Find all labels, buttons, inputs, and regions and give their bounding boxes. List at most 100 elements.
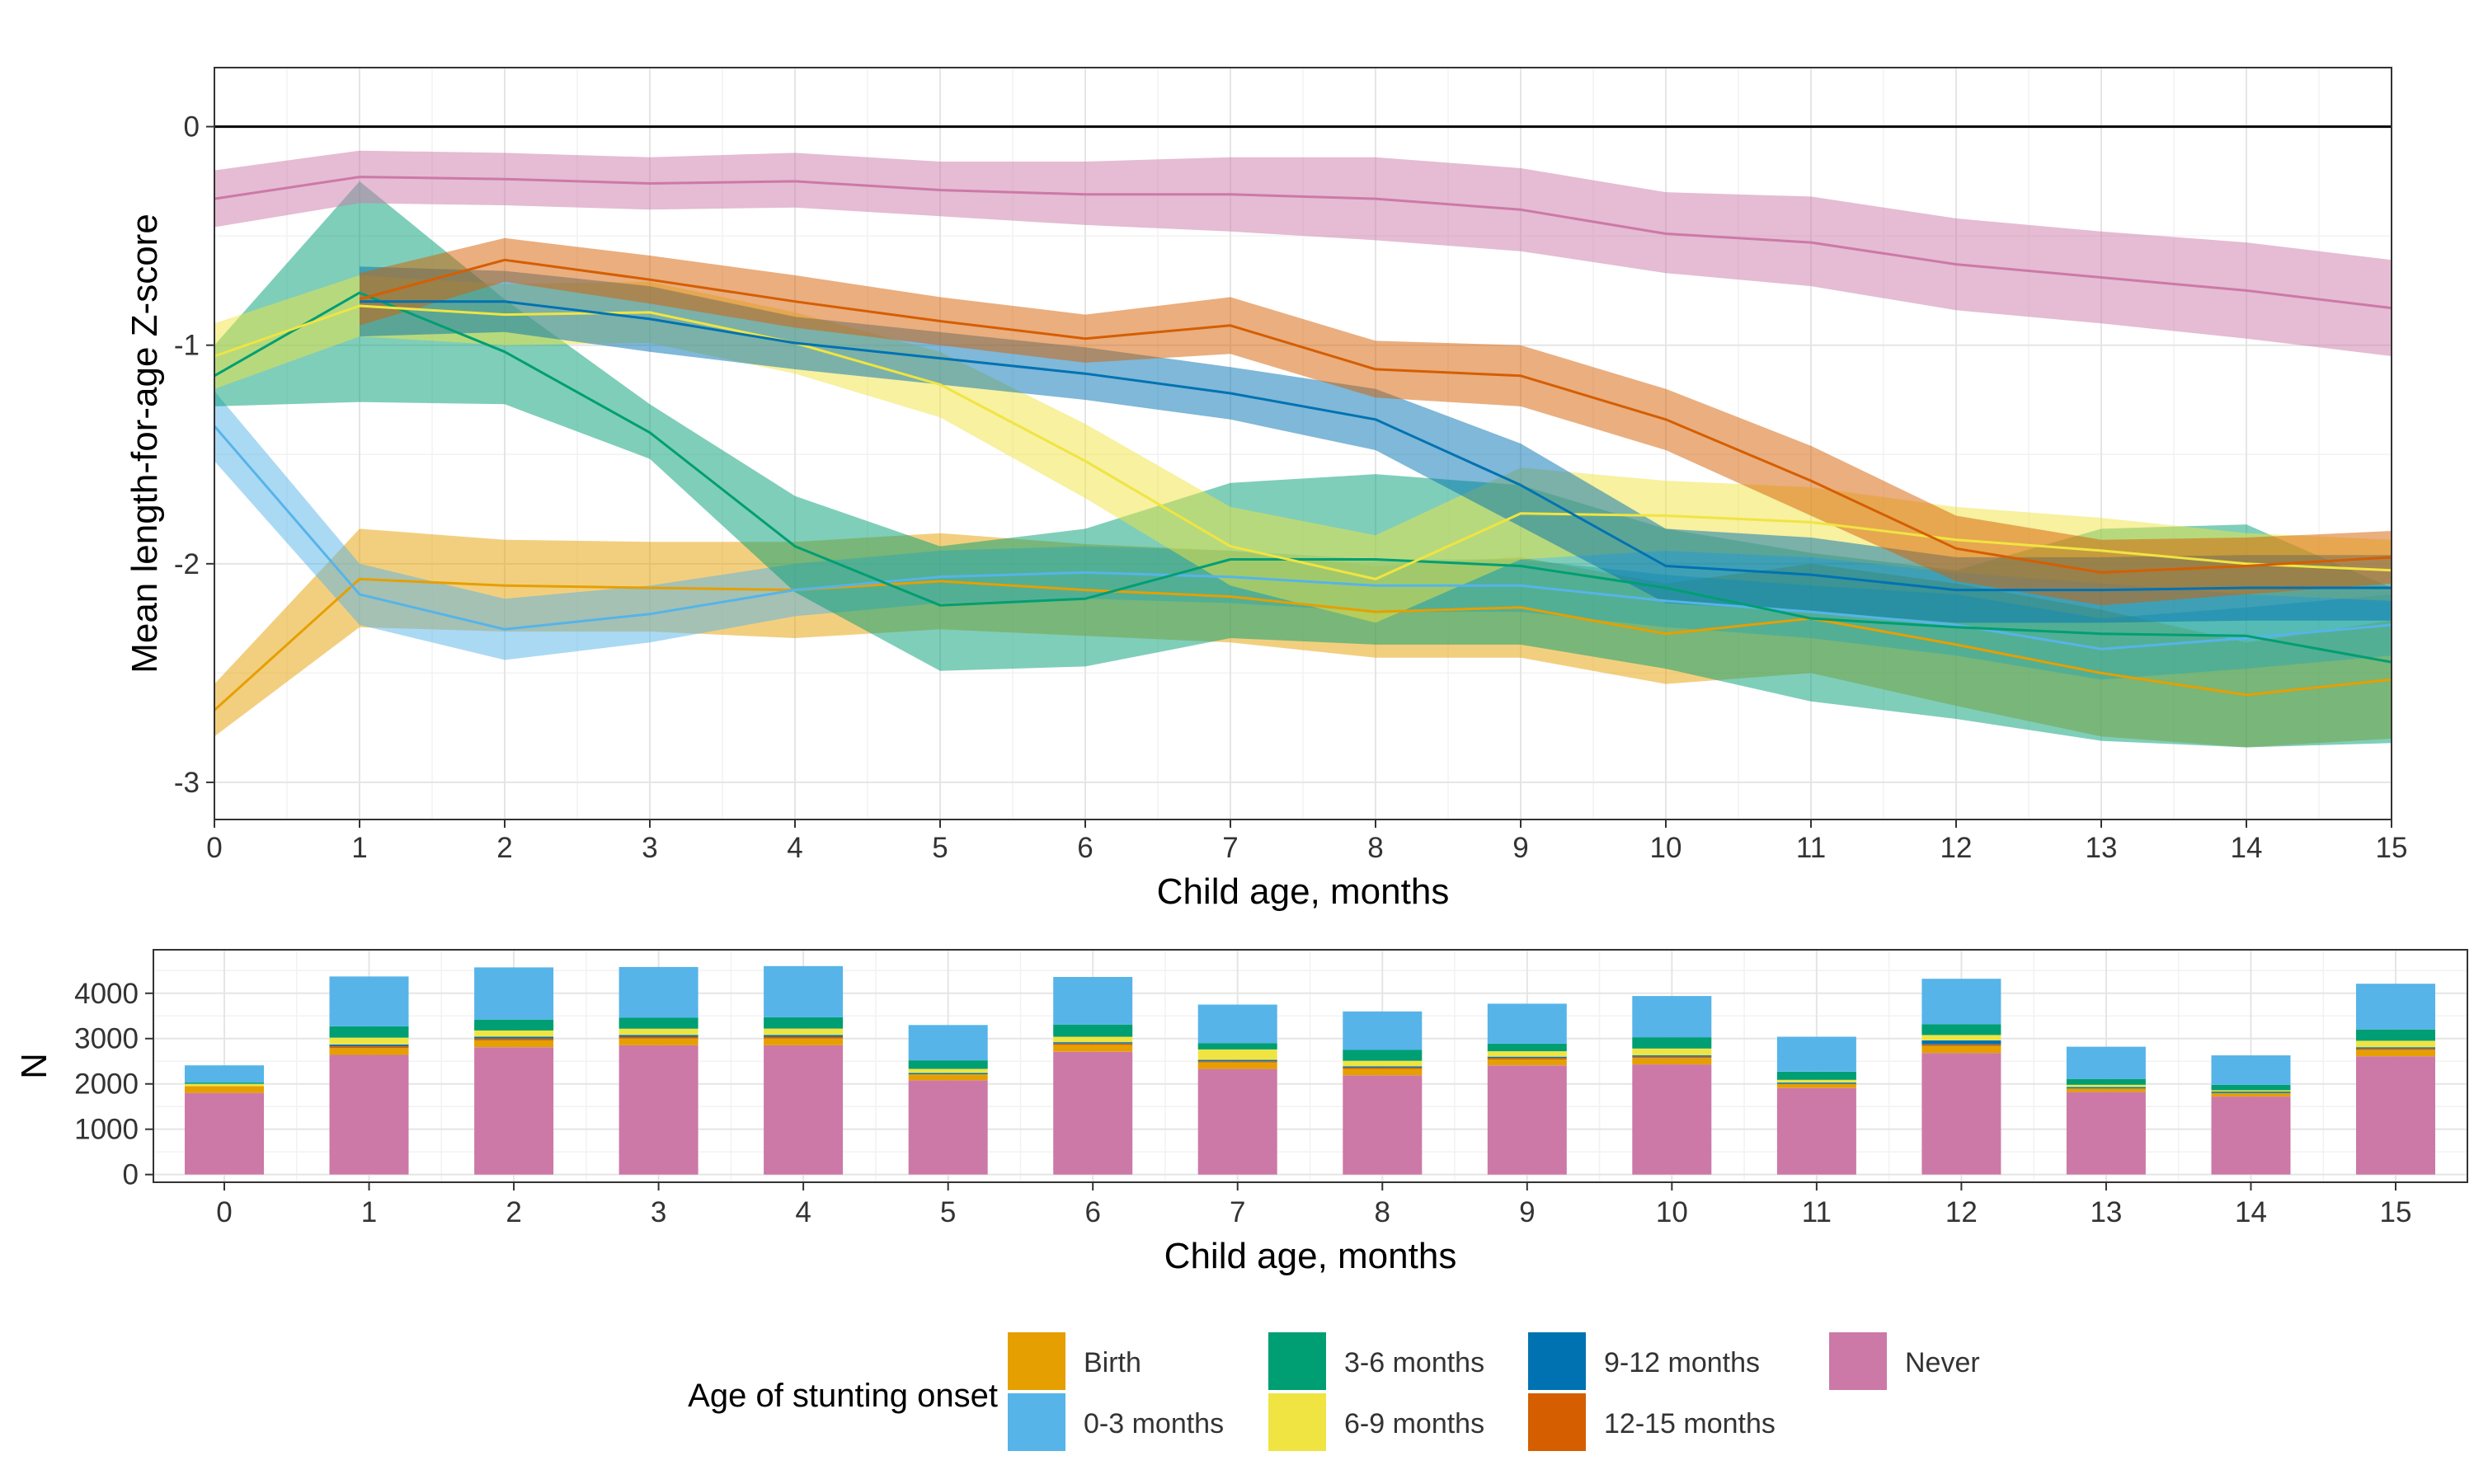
- bar-segment-9-12-months-age-13: [2066, 1087, 2146, 1089]
- bar-segment-9-12-months-age-6: [1053, 1042, 1133, 1044]
- legend-label-12-15-months: 12-15 months: [1604, 1408, 1776, 1439]
- bar-segment-9-12-months-age-14: [2211, 1092, 2291, 1093]
- bar-segment-never-age-14: [2211, 1097, 2291, 1175]
- legend-swatch-never: [1829, 1332, 1887, 1390]
- legend: Age of stunting onset Birth 0-3 months 3-6…: [688, 1332, 1980, 1451]
- bar-segment-birth-age-11: [1776, 1083, 1856, 1088]
- zscore-x-tick-label: 15: [2376, 832, 2408, 864]
- zscore-x-tick-label: 6: [1077, 832, 1093, 864]
- mean-line-0-3-months: [213, 425, 2392, 650]
- bar-segment-6-9-months-age-10: [1632, 1048, 1712, 1055]
- bar-segment-6-9-months-age-13: [2066, 1084, 2146, 1087]
- count-y-tick-label: 3000: [74, 1023, 139, 1055]
- bar-segment-6-9-months-age-2: [474, 1030, 554, 1037]
- bar-segment-0-3-months-age-9: [1487, 1003, 1567, 1044]
- bar-segment-0-3-months-age-4: [764, 965, 844, 1017]
- count-x-tick-label: 2: [506, 1196, 521, 1228]
- count-y-tick-label: 4000: [74, 978, 139, 1010]
- bar-segment-3-6-months-age-9: [1487, 1043, 1567, 1052]
- bar-segment-never-age-2: [474, 1047, 554, 1175]
- bar-segment-3-6-months-age-2: [474, 1019, 554, 1031]
- bar-segment-9-12-months-age-5: [908, 1073, 988, 1075]
- count-x-tick-label: 7: [1230, 1196, 1245, 1228]
- bar-segment-3-6-months-age-3: [618, 1017, 698, 1029]
- bar-segment-0-3-months-age-15: [2356, 984, 2435, 1030]
- bar-segment-3-6-months-age-5: [908, 1060, 988, 1069]
- count-stacked-bars: [185, 965, 2435, 1175]
- bar-segment-3-6-months-age-0: [185, 1082, 264, 1084]
- bar-segment-3-6-months-age-8: [1343, 1050, 1423, 1061]
- bar-segment-6-9-months-age-6: [1053, 1036, 1133, 1043]
- bar-segment-9-12-months-age-1: [329, 1044, 409, 1047]
- bar-segment-3-6-months-age-10: [1632, 1037, 1712, 1049]
- bar-segment-9-12-months-age-3: [618, 1035, 698, 1037]
- legend-label-0-3-months: 0-3 months: [1084, 1408, 1224, 1439]
- bar-segment-12-15-months-age-6: [1053, 1043, 1133, 1045]
- legend-label-9-12-months: 9-12 months: [1604, 1347, 1760, 1378]
- count-x-tick-label: 15: [2380, 1196, 2412, 1228]
- bar-segment-0-3-months-age-6: [1053, 977, 1133, 1025]
- bar-segment-0-3-months-age-5: [908, 1025, 988, 1061]
- bar-segment-12-15-months-age-4: [764, 1036, 844, 1039]
- bar-segment-never-age-6: [1053, 1051, 1133, 1175]
- bar-segment-12-15-months-age-9: [1487, 1058, 1567, 1059]
- count-y-axis-title: N: [14, 1053, 54, 1079]
- bar-segment-3-6-months-age-4: [764, 1017, 844, 1029]
- mean-line-never: [214, 176, 2392, 310]
- bar-segment-3-6-months-age-1: [329, 1026, 409, 1038]
- bar-segment-0-3-months-age-8: [1343, 1011, 1423, 1050]
- bar-segment-never-age-0: [185, 1092, 264, 1175]
- bar-segment-0-3-months-age-1: [329, 976, 409, 1026]
- count-plot-border: [153, 949, 2468, 1183]
- count-x-axis-title: Child age, months: [1164, 1236, 1457, 1276]
- zscore-x-axis-title: Child age, months: [1157, 871, 1450, 912]
- bar-segment-6-9-months-age-12: [1921, 1035, 2001, 1040]
- count-x-tick-label: 10: [1656, 1196, 1688, 1228]
- bar-segment-6-9-months-age-7: [1197, 1049, 1277, 1060]
- confidence-band-never: [214, 150, 2392, 356]
- bar-segment-6-9-months-age-9: [1487, 1051, 1567, 1057]
- zscore-x-tick-label: 2: [496, 832, 512, 864]
- bar-segment-birth-age-6: [1053, 1045, 1133, 1052]
- bar-segment-birth-age-13: [2066, 1088, 2146, 1092]
- legend-swatch-9-12-months: [1528, 1332, 1586, 1390]
- count-x-tick-label: 12: [1945, 1196, 1978, 1228]
- legend-swatch-0-3-months: [1008, 1393, 1065, 1451]
- bar-segment-0-3-months-age-11: [1776, 1036, 1856, 1072]
- count-x-tick-label: 9: [1519, 1196, 1535, 1228]
- count-y-axis: 0 1000 2000 3000 4000: [74, 978, 153, 1191]
- bar-segment-6-9-months-age-3: [618, 1028, 698, 1036]
- bar-segment-3-6-months-age-15: [2356, 1029, 2435, 1041]
- mean-line-12-15-months: [359, 258, 2392, 574]
- bar-segment-never-age-1: [329, 1054, 409, 1175]
- bar-segment-0-3-months-age-0: [185, 1065, 264, 1083]
- bar-segment-0-3-months-age-10: [1632, 996, 1712, 1038]
- mean-line-9-12-months: [360, 300, 2392, 592]
- bar-segment-9-12-months-age-7: [1197, 1059, 1277, 1062]
- bar-segment-6-9-months-age-8: [1343, 1060, 1423, 1067]
- zscore-x-tick-label: 3: [642, 832, 657, 864]
- bar-segment-9-12-months-age-10: [1632, 1055, 1712, 1057]
- count-x-tick-label: 0: [216, 1196, 232, 1228]
- bar-segment-9-12-months-age-12: [1921, 1040, 2001, 1045]
- bar-segment-6-9-months-age-0: [185, 1083, 264, 1087]
- bar-segment-12-15-months-age-3: [618, 1036, 698, 1039]
- zscore-line-chart: 0 1 2 3 4 5 6 7 8 9 10 11 12 13 14 15 0-1-2-3 Child age…: [125, 67, 2408, 912]
- count-x-tick-label: 14: [2235, 1196, 2267, 1228]
- zscore-series-lines: [213, 176, 2392, 711]
- bar-segment-never-age-7: [1197, 1068, 1277, 1175]
- bar-segment-birth-age-10: [1632, 1058, 1712, 1065]
- zscore-x-tick-label: 14: [2231, 832, 2263, 864]
- bar-segment-birth-age-7: [1197, 1062, 1277, 1069]
- bar-segment-12-15-months-age-2: [474, 1038, 554, 1040]
- bar-segment-6-9-months-age-4: [764, 1028, 844, 1036]
- legend-title: Age of stunting onset: [688, 1378, 998, 1414]
- zscore-y-tick-label: 0: [184, 111, 200, 143]
- zscore-x-tick-label: 12: [1940, 832, 1973, 864]
- bar-segment-12-15-months-age-8: [1343, 1067, 1423, 1069]
- legend-items: Birth 0-3 months 3-6 months 6-9 months 9-12 …: [1008, 1332, 1980, 1451]
- bar-segment-birth-age-5: [908, 1074, 988, 1081]
- bar-segment-0-3-months-age-3: [618, 966, 698, 1018]
- bar-segment-3-6-months-age-14: [2211, 1084, 2291, 1091]
